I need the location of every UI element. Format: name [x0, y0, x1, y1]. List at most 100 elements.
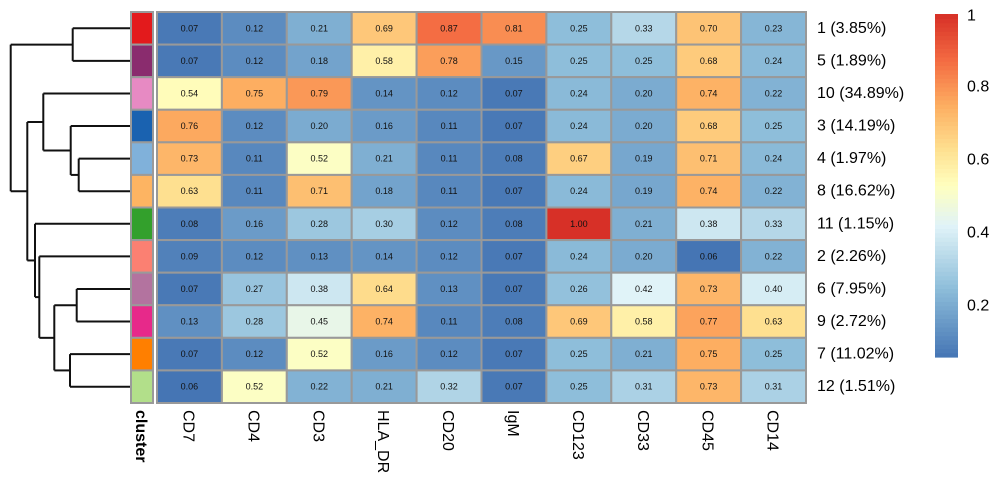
column-label: CD20	[439, 410, 456, 451]
cell-value-label: 0.76	[181, 121, 199, 131]
colorbar-segment	[935, 172, 958, 178]
column-label: HLA_DR	[374, 410, 391, 473]
cell-value-label: 0.11	[246, 154, 263, 164]
row-label: 9 (2.72%)	[817, 313, 886, 330]
colorbar-segment	[935, 99, 958, 105]
heatmap-cell	[610, 11, 678, 46]
colorbar-segment	[935, 326, 958, 332]
cell-value-label: 0.07	[505, 251, 523, 261]
colorbar-segment	[935, 95, 958, 101]
cell-value-label: 0.25	[570, 23, 588, 33]
cell-value-label: 0.07	[181, 349, 199, 359]
cell-value-label: 0.07	[505, 349, 523, 359]
colorbar-segment	[935, 296, 958, 302]
colorbar-segment	[935, 232, 958, 238]
cell-value-label: 0.12	[246, 349, 264, 359]
colorbar-segment	[935, 314, 958, 320]
cell-value-label: 0.21	[310, 23, 328, 33]
cell-value-label: 0.07	[505, 88, 523, 98]
colorbar-segment	[935, 224, 958, 229]
heatmap-cell	[220, 271, 288, 307]
colorbar-segment	[935, 155, 958, 161]
cell-value-label: 0.24	[570, 186, 588, 196]
colorbar-segment	[935, 275, 958, 281]
column-label: CD123	[569, 410, 586, 460]
cell-value-label: 0.73	[181, 154, 199, 164]
cluster-color-swatch	[130, 173, 154, 209]
colorbar-segment	[935, 181, 958, 187]
cell-value-label: 0.16	[246, 219, 264, 229]
cell-value-label: 0.19	[635, 154, 653, 164]
cell-value-label: 0.16	[375, 121, 393, 131]
cell-value-label: 0.24	[570, 251, 588, 261]
heatmap-cell	[675, 336, 743, 372]
row-label: 10 (34.89%)	[817, 85, 904, 102]
colorbar-segment	[935, 241, 958, 247]
cell-value-label: 0.07	[505, 284, 523, 294]
heatmap-cell	[285, 43, 353, 79]
colorbar-segment	[935, 176, 958, 182]
colorbar-segment	[935, 56, 958, 62]
colorbar-segment	[935, 74, 958, 79]
heatmap-cell	[675, 108, 743, 144]
colorbar-segment	[935, 344, 958, 350]
heatmap-cell	[415, 11, 483, 46]
cell-value-label: 0.12	[440, 219, 458, 229]
cell-value-label: 0.30	[375, 219, 393, 229]
colorbar-segment	[935, 39, 958, 45]
cell-value-label: 0.58	[375, 56, 393, 66]
cell-value-label: 0.28	[310, 219, 328, 229]
colorbar-tick-label: 0.8	[967, 78, 989, 95]
cell-value-label: 0.14	[375, 88, 393, 98]
cell-value-label: 0.20	[635, 121, 653, 131]
cell-value-label: 0.12	[440, 88, 458, 98]
row-label: 12 (1.51%)	[817, 378, 895, 395]
cell-value-label: 0.12	[246, 56, 264, 66]
colorbar-segment	[935, 168, 958, 174]
cell-value-label: 0.68	[700, 121, 718, 131]
heatmap-cell	[285, 206, 353, 242]
heatmap-cell	[675, 141, 743, 176]
colorbar-segment	[935, 142, 958, 148]
cell-value-label: 0.21	[375, 154, 393, 164]
colorbar-segment	[935, 322, 958, 328]
colorbar-segment	[935, 352, 958, 358]
heatmap-cell	[610, 206, 678, 242]
heatmap-cell	[480, 108, 548, 144]
cell-value-label: 0.69	[570, 317, 588, 327]
colorbar-segment	[935, 194, 958, 199]
cluster-color-swatch	[130, 108, 154, 144]
cell-value-label: 0.07	[505, 186, 523, 196]
cell-value-label: 0.12	[440, 349, 458, 359]
colorbar-segment	[935, 26, 958, 32]
cell-value-label: 0.19	[635, 186, 653, 196]
cell-value-label: 0.07	[505, 382, 523, 392]
cell-value-label: 0.20	[635, 88, 653, 98]
column-label: CD7	[179, 410, 196, 442]
cell-value-label: 0.06	[700, 251, 718, 261]
cell-value-label: 0.77	[700, 317, 718, 327]
colorbar-tick-label: 0.2	[967, 297, 989, 314]
colorbar-segment	[935, 134, 958, 139]
colorbar-segment	[935, 335, 958, 341]
colorbar-segment	[935, 108, 958, 114]
cell-value-label: 0.69	[375, 23, 393, 33]
cell-value-label: 0.52	[310, 349, 328, 359]
heatmap-cells: 0.07 0.12 0.21 0.69 0.87 0.81 0.25 0.33 0.70 0.23…	[156, 11, 807, 404]
cell-value-label: 0.11	[441, 154, 458, 164]
colorbar-segment	[935, 69, 958, 75]
colorbar-segment	[935, 271, 958, 277]
cell-value-label: 0.18	[375, 186, 393, 196]
colorbar-segment	[935, 185, 958, 191]
cell-value-label: 0.31	[765, 382, 783, 392]
colorbar-segment	[935, 245, 958, 251]
colorbar-segment	[935, 206, 958, 212]
cell-value-label: 0.68	[700, 56, 718, 66]
heatmap-cell	[156, 206, 223, 242]
cell-value-label: 0.12	[246, 251, 264, 261]
row-label: 2 (2.26%)	[817, 248, 886, 265]
cell-value-label: 0.13	[310, 251, 328, 261]
cell-value-label: 0.14	[375, 251, 393, 261]
colorbar-segment	[935, 61, 958, 67]
heatmap-cell	[480, 76, 548, 111]
